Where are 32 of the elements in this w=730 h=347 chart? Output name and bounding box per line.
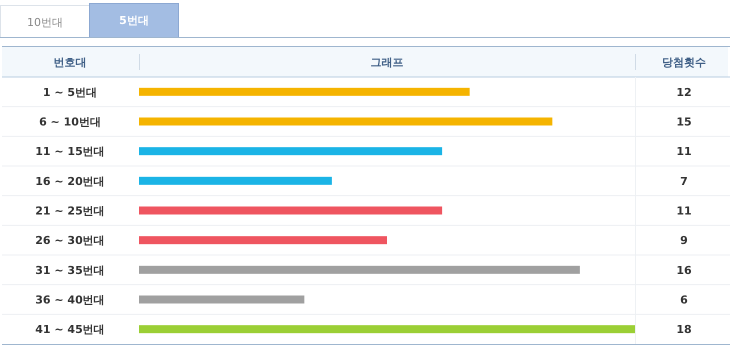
y-axis-title: 번호대 xyxy=(54,56,86,69)
y-tick-label: 1 ~ 5번대 xyxy=(42,86,98,99)
data-label: 16 xyxy=(676,264,692,277)
y-tick-label: 36 ~ 40번대 xyxy=(35,294,105,306)
data-label: 7 xyxy=(680,174,688,188)
x-axis-title: 그래프 xyxy=(370,56,404,69)
y-tick-label: 21 ~ 25번대 xyxy=(35,204,105,218)
data-label: 12 xyxy=(676,86,692,99)
data-label: 18 xyxy=(676,323,692,336)
data-label: 6 xyxy=(680,294,688,306)
data-label: 11 xyxy=(676,145,692,158)
bar xyxy=(139,118,552,126)
y-tick-label: 26 ~ 30번대 xyxy=(35,234,105,248)
y-tick-label: 6 ~ 10번대 xyxy=(39,116,101,128)
bar xyxy=(139,266,580,274)
y-tick-label: 41 ~ 45번대 xyxy=(35,323,105,336)
bar xyxy=(139,325,635,334)
y-tick-label: 11 ~ 15번대 xyxy=(35,145,105,158)
bar xyxy=(139,88,470,96)
bar xyxy=(139,296,304,304)
bar xyxy=(139,236,387,244)
text: 5번대 xyxy=(119,14,149,27)
bar xyxy=(139,176,332,185)
data-label: 9 xyxy=(680,234,688,248)
data-label: 15 xyxy=(676,116,692,128)
y2-axis-title: 당첨횟수 xyxy=(662,56,706,69)
bar xyxy=(139,147,442,156)
y-tick-label: 31 ~ 35번대 xyxy=(35,264,105,277)
bar xyxy=(139,206,442,214)
text: 10번대 xyxy=(27,16,63,29)
y-tick-label: 16 ~ 20번대 xyxy=(35,174,105,188)
data-label: 11 xyxy=(676,204,692,218)
